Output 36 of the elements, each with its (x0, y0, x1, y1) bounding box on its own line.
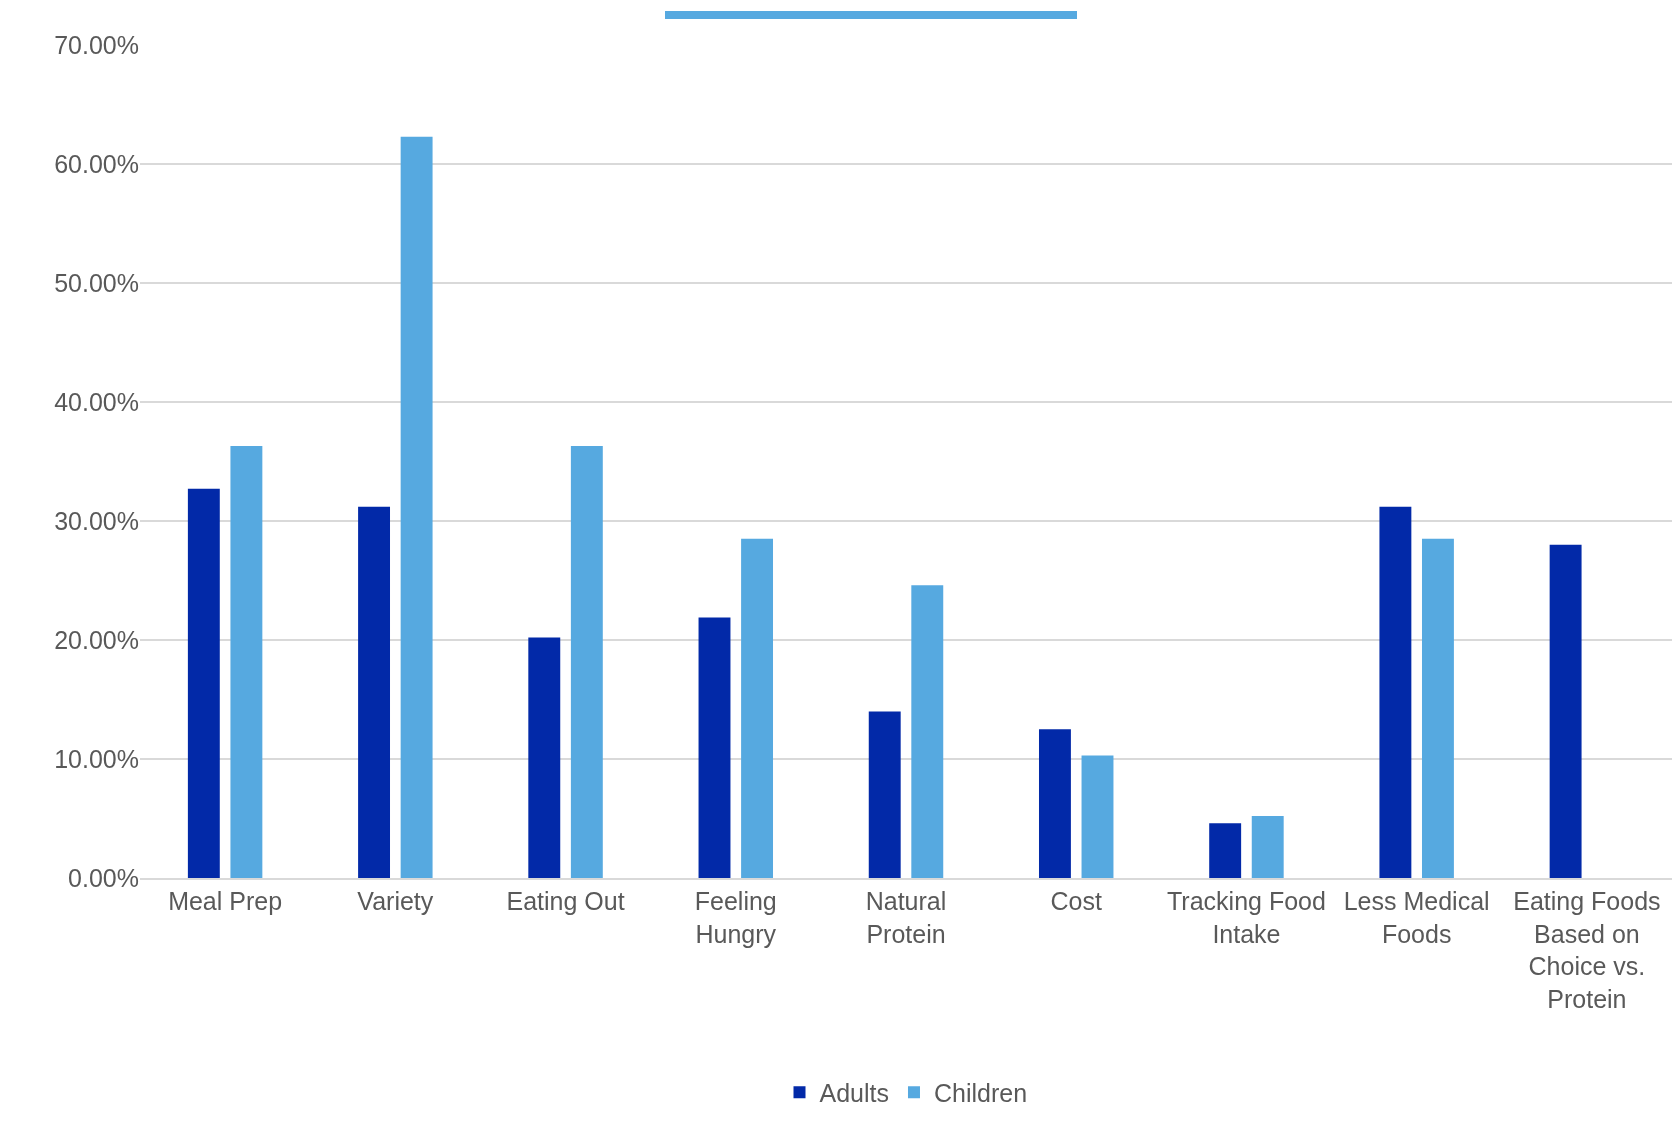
x-tick-label: Meal Prep (168, 887, 283, 915)
bar (741, 538, 774, 878)
x-tick-label: Cost (1050, 887, 1102, 915)
x-tick-label: Tracking Food Intake (1167, 887, 1326, 948)
y-tick-label: 20.00% (54, 625, 139, 654)
y-tick-label: 0.00% (68, 863, 139, 892)
bar (570, 446, 603, 878)
bar (230, 446, 263, 878)
legend-label: Adults (819, 1079, 889, 1108)
bar (1209, 823, 1242, 878)
x-tick-label: Feeling Hungry (694, 887, 777, 948)
bar (698, 617, 731, 878)
bar (911, 585, 944, 878)
legend-label: Children (933, 1079, 1028, 1108)
bar (1421, 538, 1454, 878)
bar (868, 711, 901, 878)
bar (1549, 544, 1582, 878)
bar (358, 506, 391, 878)
bar (528, 637, 561, 878)
x-tick-label: Variety (357, 887, 434, 915)
bar (1081, 755, 1114, 878)
bar (400, 136, 433, 878)
y-tick-label: 40.00% (54, 387, 139, 416)
x-tick-label: Less Medical Foods (1343, 887, 1490, 948)
x-tick-label: Natural Protein (865, 887, 947, 948)
x-tick-label: Eating Foods Based on Choice vs. Protein (1513, 887, 1661, 1013)
bar (187, 488, 220, 878)
bar (1038, 729, 1071, 878)
bar (1379, 506, 1412, 878)
y-tick-label: 60.00% (54, 149, 139, 178)
bar (1251, 816, 1284, 878)
y-tick-label: 70.00% (54, 30, 139, 59)
y-tick-label: 50.00% (54, 268, 139, 297)
y-tick-label: 10.00% (54, 744, 139, 773)
y-tick-label: 30.00% (54, 506, 139, 535)
x-tick-label: Eating Out (506, 887, 625, 915)
